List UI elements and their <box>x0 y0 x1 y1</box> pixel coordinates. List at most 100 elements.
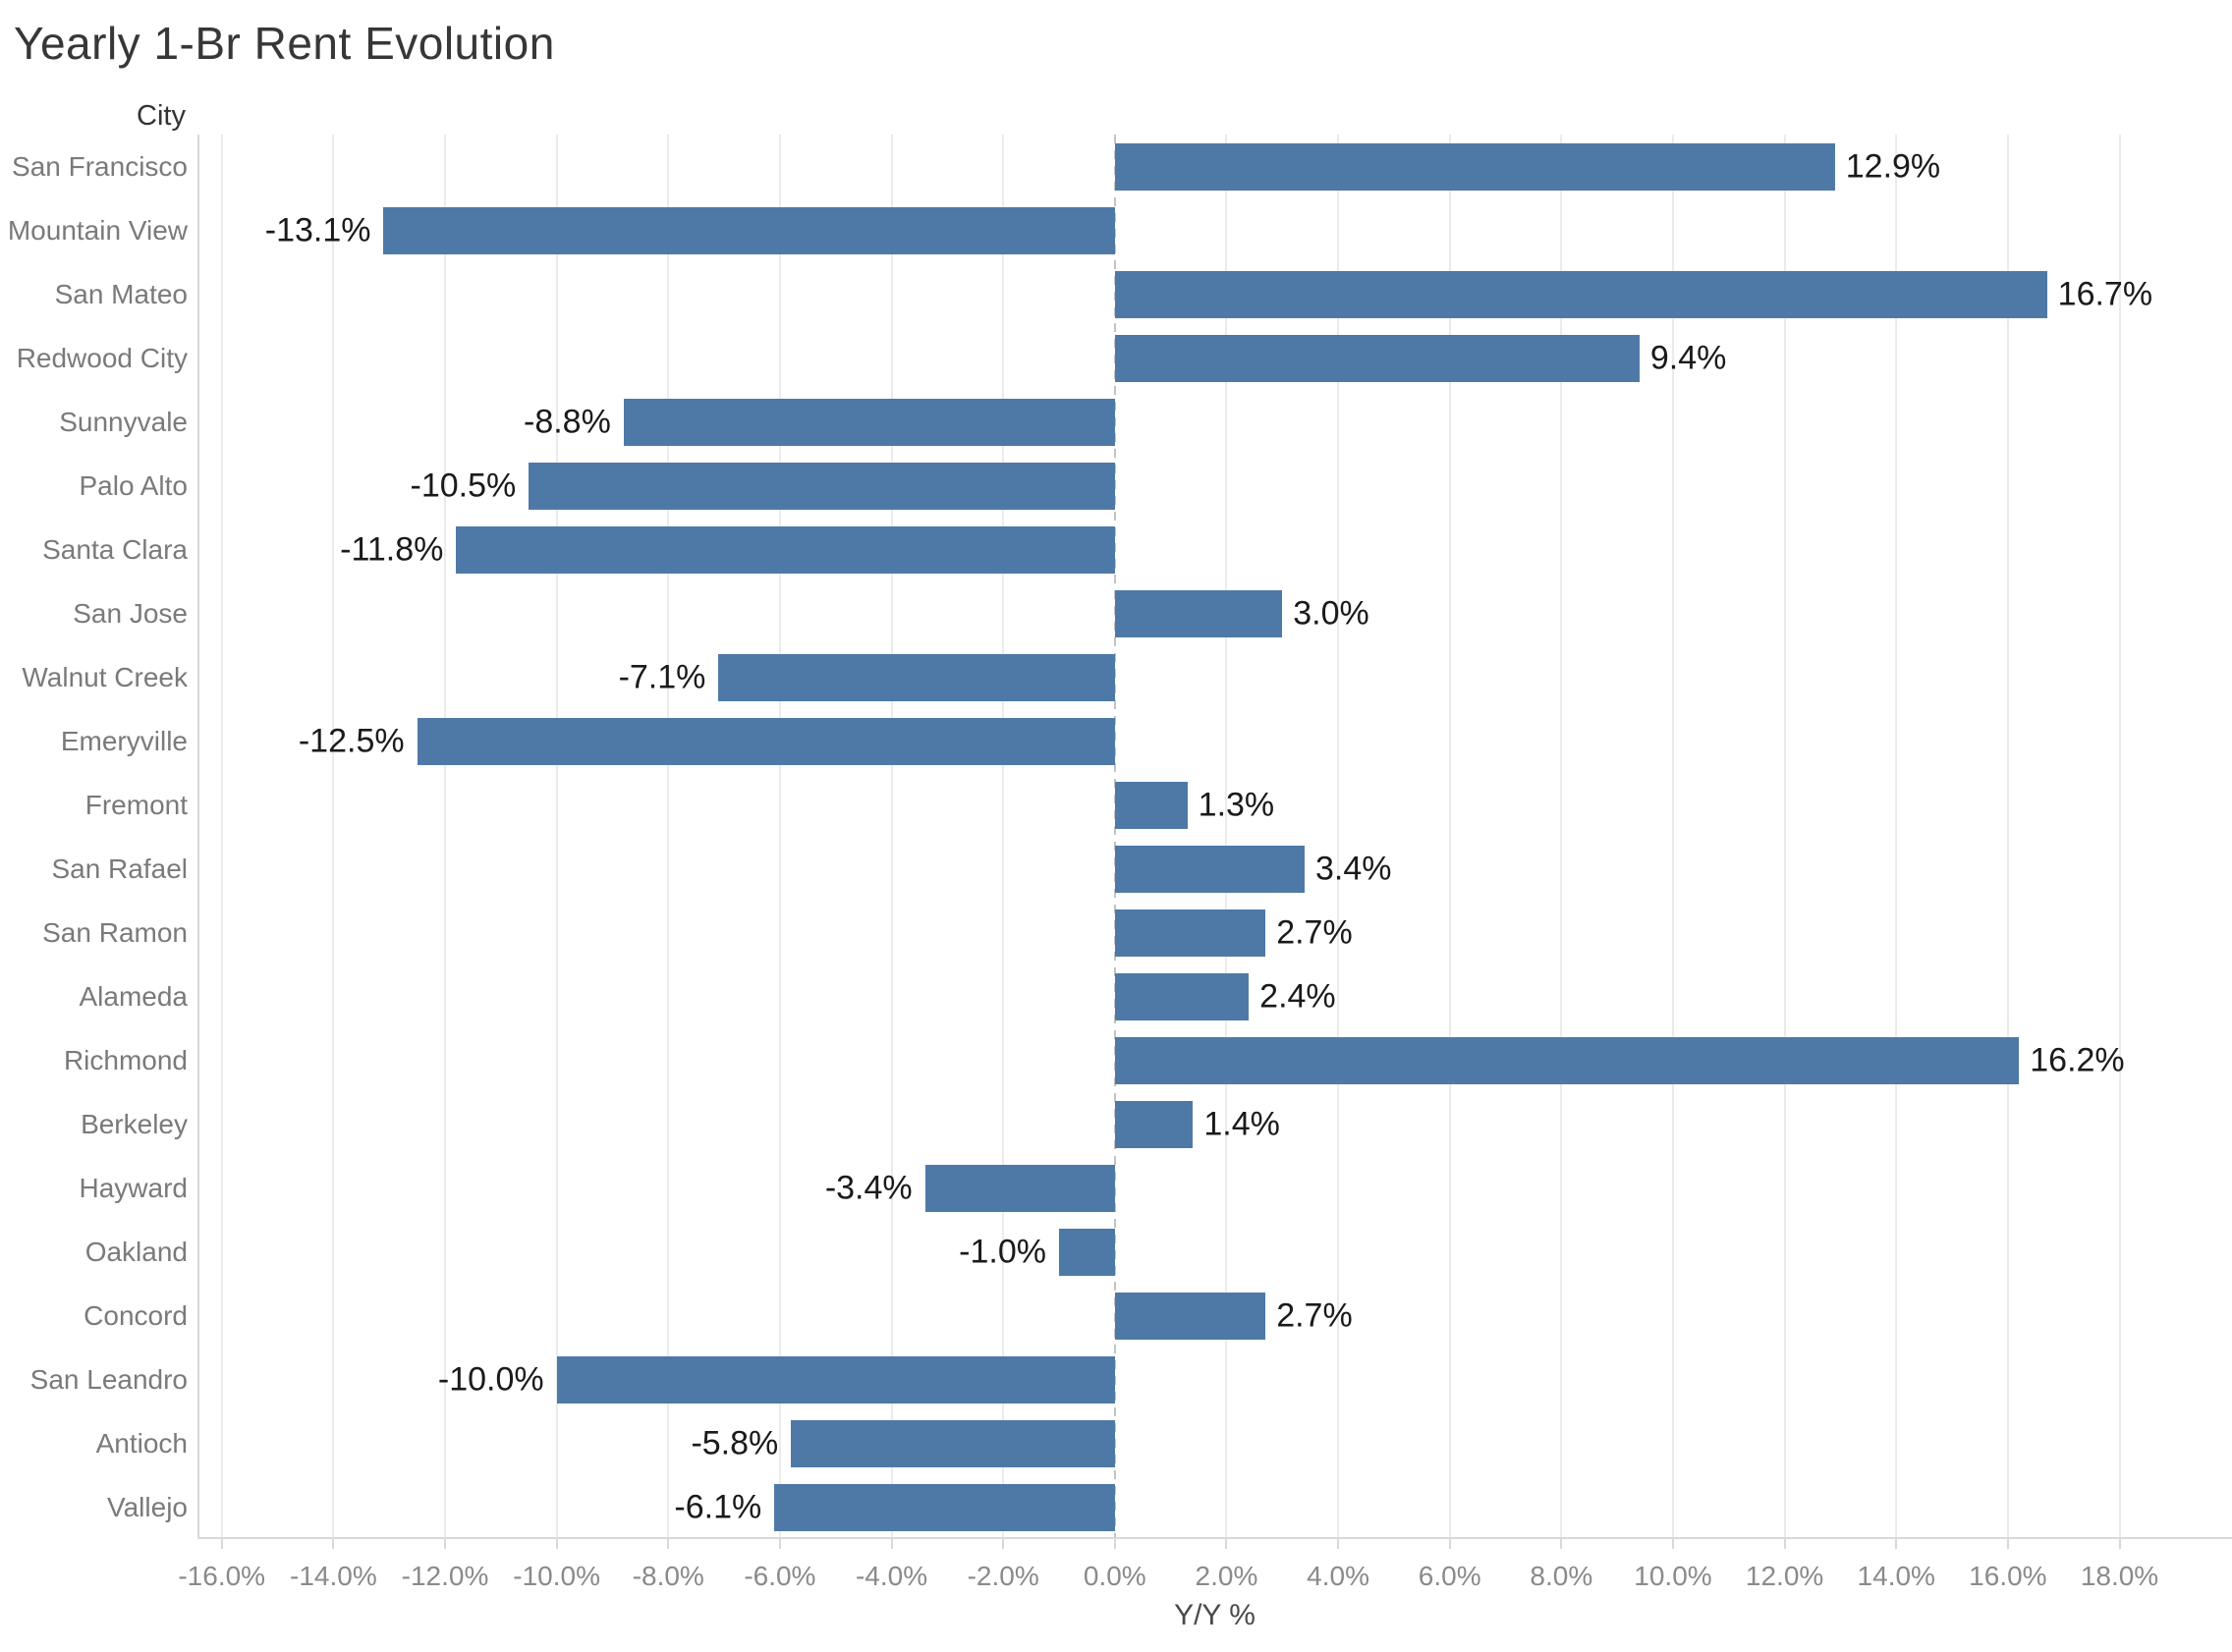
row-label-sunnyvale[interactable]: Sunnyvale <box>59 406 188 437</box>
axis-tick-14 <box>1895 1539 1898 1549</box>
axis-tick-12 <box>1783 1539 1786 1549</box>
bar-palo-alto[interactable] <box>529 462 1115 510</box>
row-label-vallejo[interactable]: Vallejo <box>107 1491 188 1522</box>
gridline-16 <box>2006 135 2009 1537</box>
bar-san-leandro[interactable] <box>556 1355 1115 1404</box>
gridline--10 <box>555 135 558 1537</box>
gridline-10 <box>1671 135 1674 1537</box>
value-label-hayward: -3.4% <box>824 1169 913 1206</box>
x-axis-title: Y/Y % <box>1174 1599 1256 1631</box>
row-label-walnut-creek[interactable]: Walnut Creek <box>22 661 188 692</box>
axis-tick-4 <box>1337 1539 1340 1549</box>
bar-emeryville[interactable] <box>417 717 1115 765</box>
axis-tick-label-0: 0.0% <box>1083 1561 1146 1591</box>
row-label-san-mateo[interactable]: San Mateo <box>54 278 188 309</box>
bar-hayward[interactable] <box>924 1164 1115 1212</box>
value-label-walnut-creek: -7.1% <box>618 658 706 695</box>
gridline-8 <box>1560 135 1563 1537</box>
row-label-alameda[interactable]: Alameda <box>79 980 188 1012</box>
row-label-redwood-city[interactable]: Redwood City <box>16 342 188 373</box>
bar-san-francisco[interactable] <box>1114 142 1835 191</box>
axis-tick-10 <box>1671 1539 1674 1549</box>
value-label-mountain-view: -13.1% <box>264 211 371 248</box>
bar-mountain-view[interactable] <box>383 206 1115 254</box>
axis-tick-label-14: 14.0% <box>1857 1561 1935 1591</box>
bar-sunnyvale[interactable] <box>623 398 1115 446</box>
bar-antioch[interactable] <box>791 1419 1115 1467</box>
gridline--14 <box>332 135 335 1537</box>
row-label-concord[interactable]: Concord <box>84 1299 188 1331</box>
axis-tick-18 <box>2118 1539 2121 1549</box>
bar-fremont[interactable] <box>1114 781 1188 829</box>
bar-santa-clara[interactable] <box>456 525 1115 574</box>
value-label-san-ramon: 2.7% <box>1276 913 1353 951</box>
axis-tick-label--6: -6.0% <box>744 1561 816 1591</box>
bar-san-rafael[interactable] <box>1114 845 1305 893</box>
row-label-san-rafael[interactable]: San Rafael <box>51 853 188 884</box>
row-label-fremont[interactable]: Fremont <box>84 789 188 820</box>
bar-vallejo[interactable] <box>774 1483 1115 1531</box>
row-label-san-ramon[interactable]: San Ramon <box>42 916 188 948</box>
row-label-richmond[interactable]: Richmond <box>63 1044 188 1075</box>
row-label-antioch[interactable]: Antioch <box>95 1427 188 1459</box>
row-header-city: City <box>137 100 186 132</box>
axis-tick--12 <box>443 1539 446 1549</box>
row-label-san-leandro[interactable]: San Leandro <box>29 1363 188 1395</box>
gridline--8 <box>667 135 670 1537</box>
bar-san-mateo[interactable] <box>1114 270 2047 318</box>
gridline--4 <box>890 135 893 1537</box>
axis-tick-label-4: 4.0% <box>1307 1561 1369 1591</box>
bar-oakland[interactable] <box>1058 1228 1115 1276</box>
bar-san-jose[interactable] <box>1114 589 1283 637</box>
bar-redwood-city[interactable] <box>1114 334 1640 382</box>
value-label-palo-alto: -10.5% <box>410 467 517 504</box>
row-label-mountain-view[interactable]: Mountain View <box>7 214 188 246</box>
axis-tick--6 <box>778 1539 781 1549</box>
row-label-oakland[interactable]: Oakland <box>84 1236 188 1267</box>
axis-tick-label-12: 12.0% <box>1745 1561 1824 1591</box>
value-label-santa-clara: -11.8% <box>340 530 444 568</box>
row-label-palo-alto[interactable]: Palo Alto <box>79 469 188 501</box>
axis-tick-0 <box>1113 1539 1116 1549</box>
axis-tick-label--12: -12.0% <box>401 1561 489 1591</box>
value-label-berkeley: 1.4% <box>1203 1105 1280 1142</box>
value-label-san-rafael: 3.4% <box>1314 850 1392 887</box>
bar-walnut-creek[interactable] <box>718 653 1115 701</box>
row-label-santa-clara[interactable]: Santa Clara <box>42 533 188 565</box>
axis-tick-label--16: -16.0% <box>178 1561 266 1591</box>
gridline--2 <box>1002 135 1005 1537</box>
gridline-18 <box>2118 135 2121 1537</box>
axis-tick-label--10: -10.0% <box>513 1561 600 1591</box>
value-label-san-jose: 3.0% <box>1293 594 1369 632</box>
bar-concord[interactable] <box>1114 1292 1266 1340</box>
axis-tick-label--2: -2.0% <box>967 1561 1039 1591</box>
axis-tick--2 <box>1002 1539 1005 1549</box>
axis-tick-label--14: -14.0% <box>290 1561 377 1591</box>
row-label-san-jose[interactable]: San Jose <box>73 597 188 629</box>
axis-tick-label-16: 16.0% <box>1969 1561 2047 1591</box>
value-label-concord: 2.7% <box>1276 1296 1353 1334</box>
bar-berkeley[interactable] <box>1114 1100 1194 1148</box>
row-label-hayward[interactable]: Hayward <box>79 1172 188 1203</box>
axis-tick--8 <box>667 1539 670 1549</box>
gridline-6 <box>1448 135 1451 1537</box>
value-label-san-mateo: 16.7% <box>2057 275 2153 312</box>
gridline-12 <box>1783 135 1786 1537</box>
bar-alameda[interactable] <box>1114 972 1250 1020</box>
axis-tick--10 <box>555 1539 558 1549</box>
row-label-san-francisco[interactable]: San Francisco <box>12 150 188 182</box>
axis-tick-label--4: -4.0% <box>855 1561 928 1591</box>
value-label-vallejo: -6.1% <box>674 1488 762 1525</box>
bar-richmond[interactable] <box>1114 1036 2020 1084</box>
bar-san-ramon[interactable] <box>1114 909 1266 957</box>
value-label-richmond: 16.2% <box>2030 1041 2125 1078</box>
gridline-2 <box>1225 135 1228 1537</box>
row-label-emeryville[interactable]: Emeryville <box>60 725 188 756</box>
value-label-oakland: -1.0% <box>959 1233 1046 1270</box>
axis-tick-label-2: 2.0% <box>1195 1561 1258 1591</box>
row-label-berkeley[interactable]: Berkeley <box>81 1108 188 1139</box>
gridline--16 <box>220 135 223 1537</box>
gridline-4 <box>1337 135 1340 1537</box>
gridline-14 <box>1895 135 1898 1537</box>
axis-tick--4 <box>890 1539 893 1549</box>
